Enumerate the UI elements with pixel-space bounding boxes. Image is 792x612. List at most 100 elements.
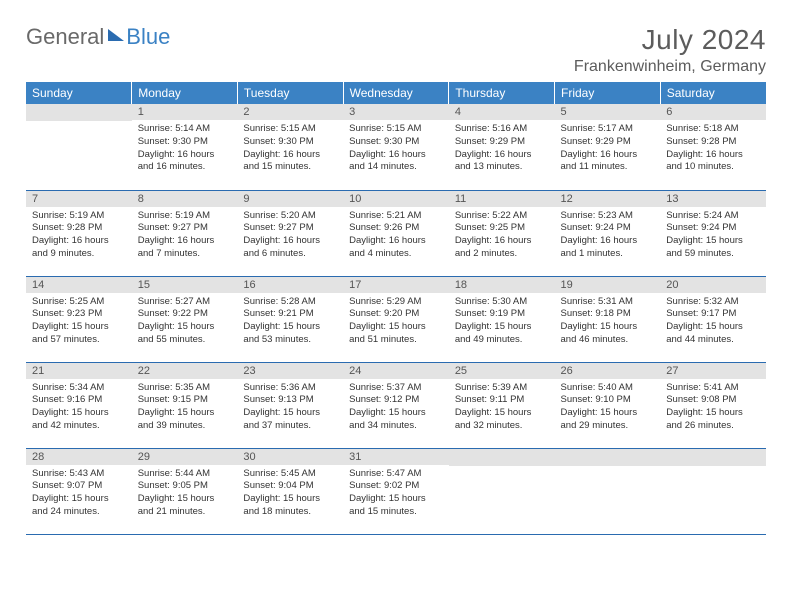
calendar-cell: 10Sunrise: 5:21 AMSunset: 9:26 PMDayligh… [343, 190, 449, 276]
daylight-line: Daylight: 16 hoursand 11 minutes. [561, 149, 655, 175]
calendar-row: 14Sunrise: 5:25 AMSunset: 9:23 PMDayligh… [26, 276, 766, 362]
sunset-line: Sunset: 9:13 PM [243, 394, 337, 407]
calendar-cell: 7Sunrise: 5:19 AMSunset: 9:28 PMDaylight… [26, 190, 132, 276]
day-details: Sunrise: 5:34 AMSunset: 9:16 PMDaylight:… [26, 379, 132, 437]
day-details: Sunrise: 5:17 AMSunset: 9:29 PMDaylight:… [555, 120, 661, 178]
day-number: 30 [237, 449, 343, 465]
daylight-line: Daylight: 16 hoursand 14 minutes. [349, 149, 443, 175]
calendar-cell: 1Sunrise: 5:14 AMSunset: 9:30 PMDaylight… [132, 104, 238, 190]
sunset-line: Sunset: 9:28 PM [666, 136, 760, 149]
daylight-line: Daylight: 15 hoursand 24 minutes. [32, 493, 126, 519]
day-number: 21 [26, 363, 132, 379]
day-number: 28 [26, 449, 132, 465]
day-details: Sunrise: 5:40 AMSunset: 9:10 PMDaylight:… [555, 379, 661, 437]
sunset-line: Sunset: 9:23 PM [32, 308, 126, 321]
daylight-line: Daylight: 16 hoursand 1 minutes. [561, 235, 655, 261]
calendar-cell: 24Sunrise: 5:37 AMSunset: 9:12 PMDayligh… [343, 362, 449, 448]
day-details: Sunrise: 5:15 AMSunset: 9:30 PMDaylight:… [237, 120, 343, 178]
daylight-line: Daylight: 15 hoursand 46 minutes. [561, 321, 655, 347]
calendar-cell: 11Sunrise: 5:22 AMSunset: 9:25 PMDayligh… [449, 190, 555, 276]
sunset-line: Sunset: 9:29 PM [455, 136, 549, 149]
sunrise-line: Sunrise: 5:45 AM [243, 468, 337, 481]
day-details: Sunrise: 5:28 AMSunset: 9:21 PMDaylight:… [237, 293, 343, 351]
day-number [449, 449, 555, 466]
day-details: Sunrise: 5:47 AMSunset: 9:02 PMDaylight:… [343, 465, 449, 523]
day-details: Sunrise: 5:16 AMSunset: 9:29 PMDaylight:… [449, 120, 555, 178]
sunset-line: Sunset: 9:15 PM [138, 394, 232, 407]
daylight-line: Daylight: 15 hoursand 37 minutes. [243, 407, 337, 433]
calendar-row: 7Sunrise: 5:19 AMSunset: 9:28 PMDaylight… [26, 190, 766, 276]
logo-triangle-icon [108, 29, 124, 41]
month-title: July 2024 [574, 24, 766, 56]
sunrise-line: Sunrise: 5:36 AM [243, 382, 337, 395]
day-details: Sunrise: 5:15 AMSunset: 9:30 PMDaylight:… [343, 120, 449, 178]
sunrise-line: Sunrise: 5:15 AM [349, 123, 443, 136]
day-number: 9 [237, 191, 343, 207]
daylight-line: Daylight: 15 hoursand 39 minutes. [138, 407, 232, 433]
day-details: Sunrise: 5:18 AMSunset: 9:28 PMDaylight:… [660, 120, 766, 178]
weekday-header-row: Sunday Monday Tuesday Wednesday Thursday… [26, 82, 766, 104]
day-number: 31 [343, 449, 449, 465]
weekday-header: Sunday [26, 82, 132, 104]
sunset-line: Sunset: 9:30 PM [243, 136, 337, 149]
sunset-line: Sunset: 9:11 PM [455, 394, 549, 407]
calendar-cell [555, 448, 661, 534]
day-number: 4 [449, 104, 555, 120]
sunset-line: Sunset: 9:18 PM [561, 308, 655, 321]
daylight-line: Daylight: 15 hoursand 55 minutes. [138, 321, 232, 347]
sunrise-line: Sunrise: 5:19 AM [138, 210, 232, 223]
calendar-cell: 21Sunrise: 5:34 AMSunset: 9:16 PMDayligh… [26, 362, 132, 448]
day-number: 24 [343, 363, 449, 379]
day-details: Sunrise: 5:20 AMSunset: 9:27 PMDaylight:… [237, 207, 343, 265]
sunset-line: Sunset: 9:26 PM [349, 222, 443, 235]
calendar-cell: 16Sunrise: 5:28 AMSunset: 9:21 PMDayligh… [237, 276, 343, 362]
logo: General Blue [26, 24, 170, 50]
sunrise-line: Sunrise: 5:15 AM [243, 123, 337, 136]
calendar-cell: 17Sunrise: 5:29 AMSunset: 9:20 PMDayligh… [343, 276, 449, 362]
daylight-line: Daylight: 15 hoursand 57 minutes. [32, 321, 126, 347]
sunrise-line: Sunrise: 5:19 AM [32, 210, 126, 223]
calendar-cell: 19Sunrise: 5:31 AMSunset: 9:18 PMDayligh… [555, 276, 661, 362]
sunrise-line: Sunrise: 5:41 AM [666, 382, 760, 395]
day-details: Sunrise: 5:45 AMSunset: 9:04 PMDaylight:… [237, 465, 343, 523]
calendar-cell: 13Sunrise: 5:24 AMSunset: 9:24 PMDayligh… [660, 190, 766, 276]
daylight-line: Daylight: 15 hoursand 49 minutes. [455, 321, 549, 347]
sunset-line: Sunset: 9:20 PM [349, 308, 443, 321]
day-number: 11 [449, 191, 555, 207]
day-details: Sunrise: 5:44 AMSunset: 9:05 PMDaylight:… [132, 465, 238, 523]
sunset-line: Sunset: 9:12 PM [349, 394, 443, 407]
day-number: 18 [449, 277, 555, 293]
day-number: 26 [555, 363, 661, 379]
sunset-line: Sunset: 9:27 PM [243, 222, 337, 235]
sunrise-line: Sunrise: 5:25 AM [32, 296, 126, 309]
sunset-line: Sunset: 9:22 PM [138, 308, 232, 321]
day-details: Sunrise: 5:37 AMSunset: 9:12 PMDaylight:… [343, 379, 449, 437]
calendar-cell: 26Sunrise: 5:40 AMSunset: 9:10 PMDayligh… [555, 362, 661, 448]
daylight-line: Daylight: 16 hoursand 16 minutes. [138, 149, 232, 175]
day-number: 8 [132, 191, 238, 207]
sunset-line: Sunset: 9:30 PM [349, 136, 443, 149]
sunrise-line: Sunrise: 5:34 AM [32, 382, 126, 395]
sunset-line: Sunset: 9:08 PM [666, 394, 760, 407]
day-details: Sunrise: 5:22 AMSunset: 9:25 PMDaylight:… [449, 207, 555, 265]
day-details: Sunrise: 5:43 AMSunset: 9:07 PMDaylight:… [26, 465, 132, 523]
sunrise-line: Sunrise: 5:24 AM [666, 210, 760, 223]
calendar-cell: 18Sunrise: 5:30 AMSunset: 9:19 PMDayligh… [449, 276, 555, 362]
day-details: Sunrise: 5:14 AMSunset: 9:30 PMDaylight:… [132, 120, 238, 178]
sunset-line: Sunset: 9:30 PM [138, 136, 232, 149]
sunrise-line: Sunrise: 5:23 AM [561, 210, 655, 223]
calendar-cell: 22Sunrise: 5:35 AMSunset: 9:15 PMDayligh… [132, 362, 238, 448]
daylight-line: Daylight: 16 hoursand 13 minutes. [455, 149, 549, 175]
calendar-cell: 28Sunrise: 5:43 AMSunset: 9:07 PMDayligh… [26, 448, 132, 534]
daylight-line: Daylight: 16 hoursand 10 minutes. [666, 149, 760, 175]
day-details: Sunrise: 5:31 AMSunset: 9:18 PMDaylight:… [555, 293, 661, 351]
day-number: 19 [555, 277, 661, 293]
sunrise-line: Sunrise: 5:22 AM [455, 210, 549, 223]
calendar-cell: 15Sunrise: 5:27 AMSunset: 9:22 PMDayligh… [132, 276, 238, 362]
day-number: 2 [237, 104, 343, 120]
calendar-cell: 9Sunrise: 5:20 AMSunset: 9:27 PMDaylight… [237, 190, 343, 276]
sunset-line: Sunset: 9:21 PM [243, 308, 337, 321]
daylight-line: Daylight: 15 hoursand 26 minutes. [666, 407, 760, 433]
calendar-cell: 30Sunrise: 5:45 AMSunset: 9:04 PMDayligh… [237, 448, 343, 534]
calendar-cell: 20Sunrise: 5:32 AMSunset: 9:17 PMDayligh… [660, 276, 766, 362]
